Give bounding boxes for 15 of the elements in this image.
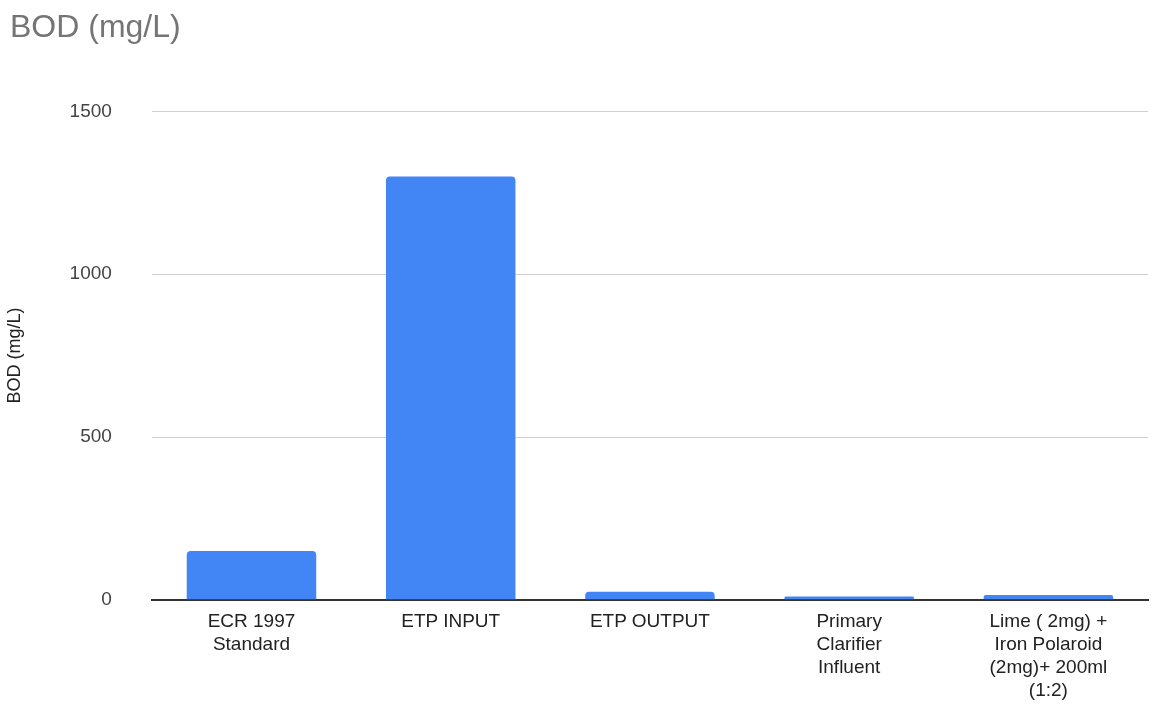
- x-tick-label: Primary Clarifier Influent: [816, 610, 883, 678]
- chart-title: BOD (mg/L): [10, 8, 181, 45]
- y-axis-title: BOD (mg/L): [3, 307, 24, 404]
- x-tick-label: Lime ( 2mg) + Iron Polaroid (2mg)+ 200ml (1:2): [989, 610, 1108, 700]
- y-tick-label: 1000: [69, 262, 112, 284]
- bar: [186, 550, 317, 600]
- y-tick-label: 0: [101, 588, 112, 610]
- x-tick-label: ETP INPUT: [401, 610, 501, 632]
- x-tick-label: ETP OUTPUT: [589, 610, 711, 632]
- y-tick-label: 500: [80, 425, 112, 447]
- x-tick-label: ECR 1997 Standard: [207, 610, 296, 655]
- bar: [385, 176, 516, 600]
- bar: [983, 594, 1114, 600]
- y-tick-label: 1500: [69, 99, 112, 121]
- bar: [585, 591, 715, 600]
